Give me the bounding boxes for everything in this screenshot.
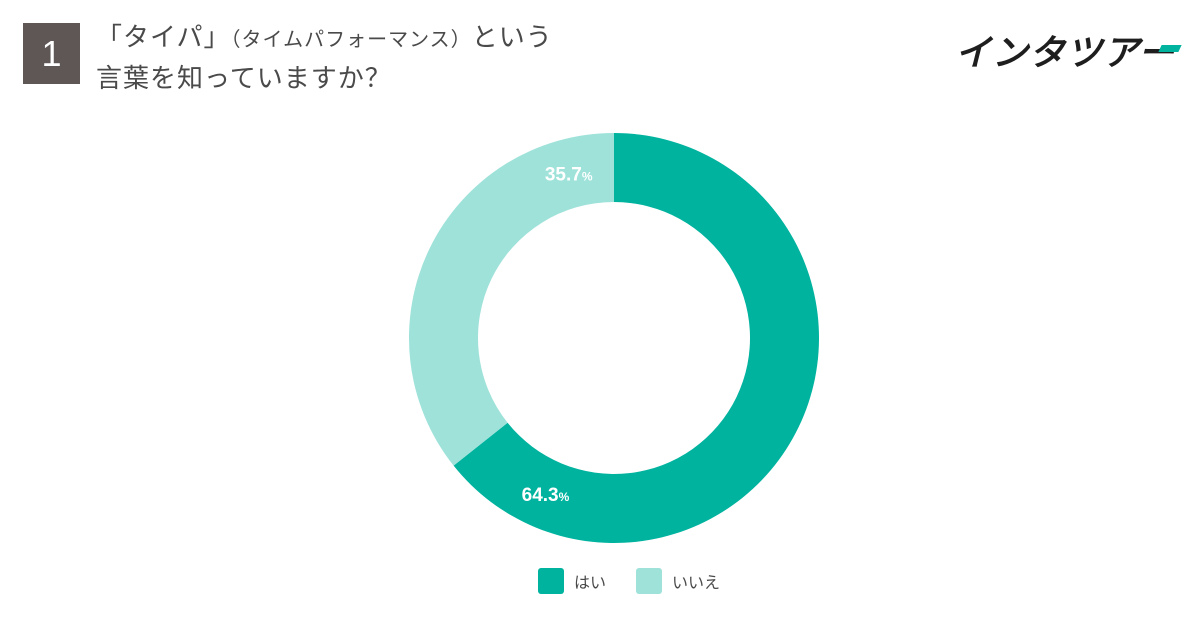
question-title-line-2: 言葉を知っていますか？ (96, 64, 392, 94)
donut-slice-yes (453, 133, 820, 543)
question-title: 「タイパ」（タイムパフォーマンス）という 言葉を知っていますか？ (96, 18, 553, 99)
donut-slice-no (409, 133, 614, 466)
question-title-main: 「タイパ」 (96, 23, 231, 53)
legend-label-no: いいえ (672, 573, 721, 592)
legend-item-no: いいえ (636, 568, 720, 594)
legend-item-yes: はい (538, 568, 606, 594)
question-title-line-1: 「タイパ」（タイムパフォーマンス）という (96, 18, 553, 59)
legend-swatch-yes (538, 568, 564, 594)
question-title-rest: という (471, 23, 553, 53)
slice-label-yes: 64.3% (522, 485, 570, 506)
slice-label-no: 35.7% (545, 165, 593, 186)
legend-swatch-no (636, 568, 663, 594)
brand-logo: インタツアー (955, 24, 1182, 74)
legend-label-yes: はい (574, 573, 607, 592)
brand-logo-text: インタツアー (955, 33, 1175, 74)
question-number-badge: 1 (23, 23, 80, 84)
question-title-paren: （タイムパフォーマンス） (230, 27, 472, 51)
chart-legend: はい いいえ (538, 568, 720, 594)
